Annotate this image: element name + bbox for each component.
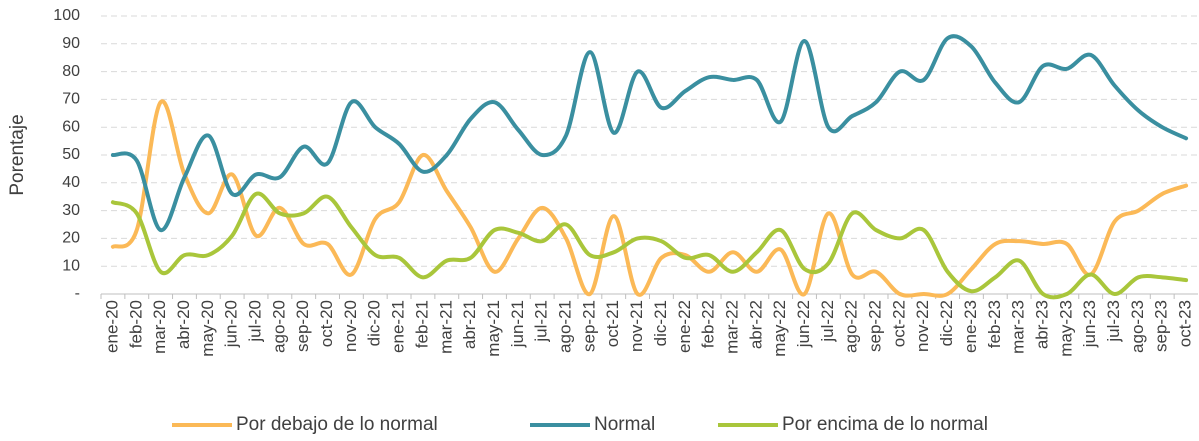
x-tick-label: sep-20 bbox=[293, 300, 312, 352]
x-tick-label: jul-23 bbox=[1104, 300, 1123, 343]
x-tick-label: nov-20 bbox=[341, 300, 360, 352]
legend-label: Por debajo de lo normal bbox=[236, 414, 438, 435]
x-tick-label: dic-21 bbox=[651, 300, 670, 346]
x-tick-label: abr-21 bbox=[460, 300, 479, 349]
x-tick-label: abr-22 bbox=[746, 300, 765, 349]
x-tick-label: jul-21 bbox=[532, 300, 551, 343]
x-tick-label: jul-22 bbox=[818, 300, 837, 343]
x-tick-label: abr-23 bbox=[1032, 300, 1051, 349]
series-line bbox=[110, 191, 1189, 300]
y-tick-label: 70 bbox=[62, 91, 80, 108]
x-tick-label: jun-21 bbox=[508, 300, 527, 348]
x-tick-label: jun-20 bbox=[222, 300, 241, 348]
x-tick-label: jun-22 bbox=[794, 300, 813, 348]
y-tick-label: 10 bbox=[62, 257, 80, 274]
x-tick-label: dic-22 bbox=[937, 300, 956, 346]
x-tick-label: may-22 bbox=[770, 300, 789, 357]
x-tick-label: sep-22 bbox=[866, 300, 885, 352]
x-tick-label: ago-22 bbox=[842, 300, 861, 353]
x-tick-label: may-20 bbox=[198, 300, 217, 357]
x-tick-label: may-21 bbox=[484, 300, 503, 357]
x-tick-label: abr-20 bbox=[174, 300, 193, 349]
y-tick-label: 20 bbox=[62, 230, 80, 247]
y-tick-label: 100 bbox=[53, 7, 80, 24]
y-tick-label: 60 bbox=[62, 118, 80, 135]
x-tick-label: oct-23 bbox=[1176, 300, 1195, 347]
x-tick-label: sep-21 bbox=[579, 300, 598, 352]
x-tick-label: dic-20 bbox=[365, 300, 384, 346]
x-tick-label: feb-23 bbox=[985, 300, 1004, 348]
x-tick-label: mar-22 bbox=[722, 300, 741, 354]
x-tick-label: may-23 bbox=[1056, 300, 1075, 357]
x-tick-label: oct-21 bbox=[603, 300, 622, 347]
x-tick-label: jun-23 bbox=[1080, 300, 1099, 348]
x-tick-label: feb-20 bbox=[126, 300, 145, 348]
y-tick-label: 30 bbox=[62, 202, 80, 219]
x-tick-label: oct-20 bbox=[317, 300, 336, 347]
legend: Por debajo de lo normal Normal Por encima … bbox=[172, 414, 988, 435]
y-tick-label: 40 bbox=[62, 174, 80, 191]
x-tick-label: jul-20 bbox=[245, 300, 264, 343]
x-tick-label: nov-21 bbox=[627, 300, 646, 352]
x-tick-label: ago-21 bbox=[556, 300, 575, 353]
legend-label: Normal bbox=[594, 414, 655, 435]
series-line bbox=[110, 99, 1189, 298]
y-tick-label: 80 bbox=[62, 63, 80, 80]
x-tick-label: mar-21 bbox=[436, 300, 455, 354]
x-tick-label: ago-23 bbox=[1128, 300, 1147, 353]
series-line bbox=[110, 34, 1189, 233]
x-tick-label: ene-23 bbox=[961, 300, 980, 353]
x-tick-label: mar-20 bbox=[150, 300, 169, 354]
x-tick-label: mar-23 bbox=[1009, 300, 1028, 354]
x-tick-label: ene-22 bbox=[675, 300, 694, 353]
legend-label: Por encima de lo normal bbox=[782, 414, 988, 435]
y-axis-label: Porentaje bbox=[7, 114, 28, 195]
y-tick-label: 50 bbox=[62, 146, 80, 163]
x-tick-label: nov-22 bbox=[913, 300, 932, 352]
x-tick-label: ago-20 bbox=[269, 300, 288, 353]
x-tick-label: sep-23 bbox=[1152, 300, 1171, 352]
x-tick-label: feb-21 bbox=[412, 300, 431, 348]
y-tick-label: 90 bbox=[62, 35, 80, 52]
x-tick-label: oct-22 bbox=[889, 300, 908, 347]
x-tick-label: feb-22 bbox=[699, 300, 718, 348]
x-tick-label: ene-21 bbox=[389, 300, 408, 353]
y-tick-label: - bbox=[75, 285, 80, 302]
x-tick-label: ene-20 bbox=[102, 300, 121, 353]
